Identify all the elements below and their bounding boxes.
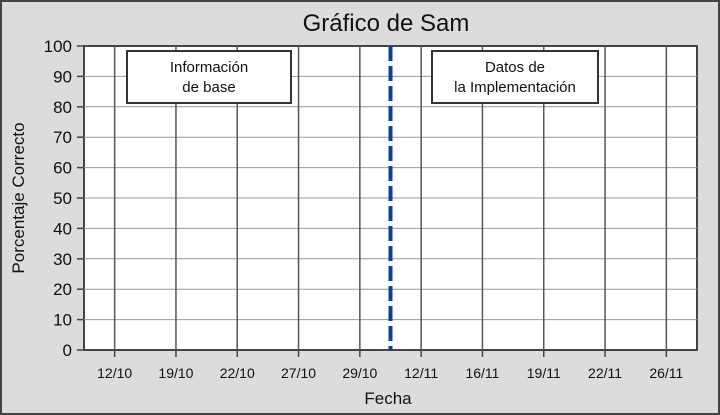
chart-title: Gráfico de Sam <box>303 10 470 37</box>
vertical-grid <box>113 46 668 350</box>
y-axis-label: Porcentaje Correcto <box>9 122 28 273</box>
y-axis-tick-label: 30 <box>53 250 72 269</box>
phase-label-text: la Implementación <box>454 79 576 96</box>
y-axis-tick-label: 60 <box>53 159 72 178</box>
x-axis-tick-label: 12/10 <box>97 365 132 381</box>
implementation-phase-label-box: Datos de la Implementación <box>431 50 599 104</box>
phase-label-border <box>431 50 599 104</box>
y-axis-tick-label: 10 <box>53 311 72 330</box>
y-axis-ticks: 0 10 20 30 40 50 60 70 80 90 100 <box>44 37 84 360</box>
x-axis-tick-label: 29/10 <box>342 365 377 381</box>
x-axis-tick-label: 19/10 <box>158 365 193 381</box>
x-axis-tick-label: 19/11 <box>527 365 561 381</box>
y-axis-tick-label: 90 <box>53 67 72 86</box>
x-axis-ticks: 12/10 19/10 22/10 27/10 29/10 12/11 16/11 19/11… <box>97 350 684 381</box>
phase-labels: Información de base Datos de la Implementac… <box>126 50 599 104</box>
y-axis-tick-label: 100 <box>44 37 72 56</box>
phase-label-border <box>126 50 292 104</box>
x-axis-label: Fecha <box>364 389 412 408</box>
y-axis-tick-label: 80 <box>53 98 72 117</box>
x-axis-tick-label: 26/11 <box>649 365 683 381</box>
y-axis-tick-label: 70 <box>53 128 72 147</box>
phase-label-text: Información <box>170 59 248 76</box>
y-axis-tick-label: 50 <box>53 189 72 208</box>
phase-label-text: de base <box>182 79 235 96</box>
x-axis-tick-label: 27/10 <box>281 365 316 381</box>
baseline-phase-label-box: Información de base <box>126 50 292 104</box>
y-axis-tick-label: 0 <box>63 341 72 360</box>
x-axis-tick-label: 16/11 <box>465 365 499 381</box>
y-axis-tick-label: 20 <box>53 280 72 299</box>
y-axis-tick-label: 40 <box>53 219 72 238</box>
x-axis-tick-label: 12/11 <box>404 365 438 381</box>
x-axis-tick-label: 22/10 <box>220 365 255 381</box>
phase-label-text: Datos de <box>485 59 545 76</box>
x-axis-tick-label: 22/11 <box>588 365 622 381</box>
